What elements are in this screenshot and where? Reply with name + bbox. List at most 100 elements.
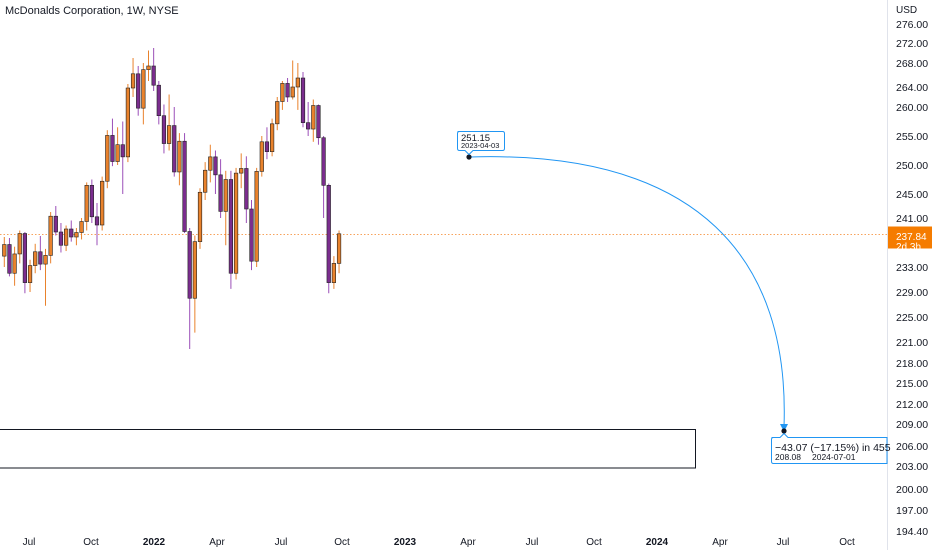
candle xyxy=(249,200,254,271)
price-tick-label: 221.00 xyxy=(896,337,928,349)
candle xyxy=(321,136,326,218)
candle-body xyxy=(177,140,182,173)
price-tick-label: 194.40 xyxy=(896,526,928,538)
candle-body xyxy=(182,140,187,232)
chart-title: McDonalds Corporation, 1W, NYSE xyxy=(5,5,179,17)
candle-body xyxy=(79,221,84,233)
candle xyxy=(69,220,74,242)
candle xyxy=(192,235,197,333)
candle xyxy=(300,72,306,128)
candle xyxy=(17,230,22,264)
candle xyxy=(167,94,172,151)
candle-body xyxy=(12,253,17,274)
candle-body xyxy=(197,191,203,242)
candle xyxy=(233,167,239,280)
candle-body xyxy=(141,69,146,109)
last-price-countdown: 2d 3h xyxy=(896,242,921,253)
candle-body xyxy=(17,233,22,255)
candle xyxy=(239,153,244,189)
price-tick-label: 241.00 xyxy=(896,213,928,225)
candle xyxy=(115,127,120,165)
candle xyxy=(58,223,64,253)
candle xyxy=(223,170,228,246)
candle xyxy=(84,182,89,231)
candle-body xyxy=(239,168,244,174)
candle-body xyxy=(125,87,130,158)
candle-body xyxy=(244,168,249,210)
time-tick-label: Oct xyxy=(586,537,602,548)
candle-body xyxy=(151,65,156,86)
price-tick-label: 225.00 xyxy=(896,312,928,324)
candle-body xyxy=(208,156,213,171)
candle xyxy=(53,206,58,236)
measure-end-point[interactable] xyxy=(781,428,787,434)
candle-body xyxy=(110,135,115,162)
candle-body xyxy=(48,215,53,256)
candle xyxy=(285,78,290,102)
candle-body xyxy=(280,83,285,102)
candle-body xyxy=(89,185,94,218)
candle xyxy=(22,232,28,294)
candle-body xyxy=(64,228,69,246)
candle-body xyxy=(136,73,141,109)
candle-body xyxy=(269,123,275,152)
candle xyxy=(311,99,316,142)
price-tick-label: 206.00 xyxy=(896,441,928,453)
candle xyxy=(295,63,300,110)
price-tick-label: 250.00 xyxy=(896,160,928,172)
measure-start-callout[interactable]: 251.15 2023-04-03 xyxy=(457,131,505,156)
price-tick-label: 215.00 xyxy=(896,378,928,390)
measure-start-point[interactable] xyxy=(466,154,472,160)
candle xyxy=(254,167,259,267)
candle xyxy=(89,179,94,223)
candle-body xyxy=(311,105,316,130)
measure-end-price: 208.08 xyxy=(775,452,801,462)
measure-end-callout[interactable]: −43.07 (−17.15%) in 455 208.08 2024-07-0… xyxy=(771,432,891,464)
candle xyxy=(172,107,177,177)
candle-body xyxy=(84,185,89,222)
candle-body xyxy=(172,125,177,173)
rectangle-drawing[interactable] xyxy=(0,429,696,469)
time-tick-label: 2022 xyxy=(143,537,166,548)
candle xyxy=(105,130,110,189)
time-tick-label: Apr xyxy=(460,537,476,548)
candle-body xyxy=(130,73,136,89)
candle xyxy=(151,48,156,91)
candle xyxy=(74,228,79,246)
measure-end-date: 2024-07-01 xyxy=(812,452,856,462)
candle-body xyxy=(120,144,125,158)
candle xyxy=(79,218,84,240)
measure-arc[interactable] xyxy=(469,156,785,428)
candle-body xyxy=(306,122,311,130)
candle xyxy=(146,50,151,81)
candle-body xyxy=(167,125,172,144)
candle xyxy=(48,212,53,264)
candle xyxy=(120,121,125,194)
candle xyxy=(264,127,270,160)
time-axis[interactable]: Jul Oct 2022 Apr Jul Oct 2023 Apr Jul Oct 2024 Apr J… xyxy=(23,537,855,548)
time-tick-label: 2024 xyxy=(646,537,669,548)
candle xyxy=(331,256,337,289)
price-axis[interactable]: 276.00 272.00 268.00 264.00 260.00 255.00 250.… xyxy=(896,19,928,538)
candle-body xyxy=(223,179,228,212)
candle xyxy=(290,60,295,100)
candle xyxy=(203,162,208,200)
price-tick-label: 218.00 xyxy=(896,358,928,370)
candle xyxy=(38,236,43,271)
candle xyxy=(64,225,69,252)
candle-body xyxy=(218,174,223,212)
candle-body xyxy=(316,105,321,139)
price-tick-label: 229.00 xyxy=(896,287,928,299)
price-tick-label: 245.00 xyxy=(896,189,928,201)
candle-body xyxy=(69,228,74,238)
time-tick-label: Apr xyxy=(712,537,728,548)
price-tick-label: 197.00 xyxy=(896,505,928,517)
candle xyxy=(161,104,167,154)
candle xyxy=(275,97,280,131)
price-tick-label: 276.00 xyxy=(896,19,928,31)
candle xyxy=(156,81,161,125)
candle-body xyxy=(38,251,43,265)
candle-body xyxy=(259,141,264,172)
candle xyxy=(43,248,48,306)
